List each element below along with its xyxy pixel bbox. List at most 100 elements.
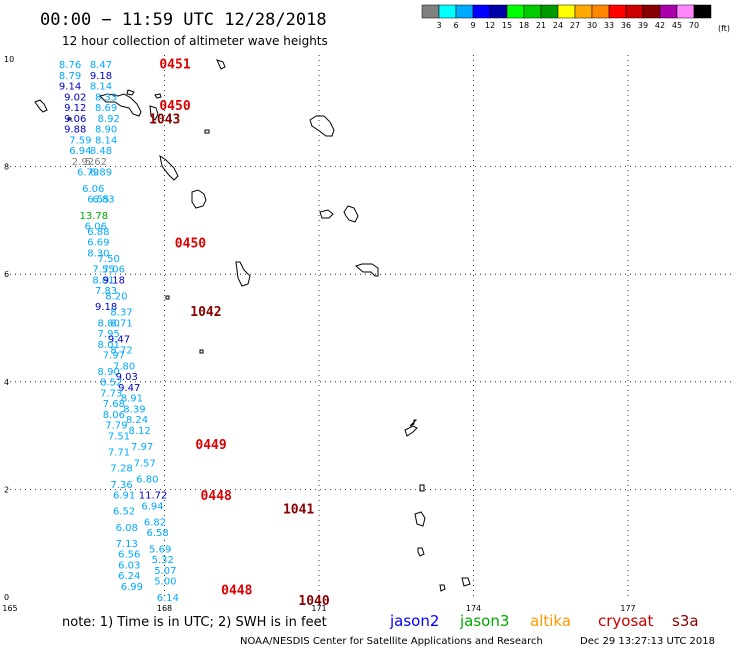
legend-tick-label: 45 — [672, 21, 682, 30]
swh-reading: 7.83 — [95, 286, 117, 297]
swh-reading: 6.24 — [118, 571, 140, 582]
swh-reading: 8.72 — [110, 345, 132, 356]
swh-reading: 7.95 — [98, 329, 120, 340]
legend-tick-label: 18 — [519, 21, 529, 30]
swh-reading: 9.06 — [64, 114, 86, 125]
swh-reading: 5.32 — [152, 555, 174, 566]
swh-reading: 9.47 — [118, 383, 140, 394]
island-outline — [414, 511, 426, 527]
swh-reading: 7.13 — [116, 539, 138, 550]
satellite-name-cryosat: cryosat — [598, 612, 653, 630]
legend-tick-label: 42 — [655, 21, 665, 30]
legend-color-swatch — [540, 4, 559, 19]
map-subtitle: 12 hour collection of altimeter wave hei… — [62, 34, 328, 48]
footer-credit: NOAA/NESDIS Center for Satellite Applica… — [240, 636, 543, 647]
swh-reading: 2.92 — [72, 157, 94, 168]
swh-reading: 8.92 — [98, 114, 120, 125]
longitude-tick-label: 174 — [466, 604, 481, 613]
island-outline — [419, 484, 425, 492]
swh-reading: 8.90 — [95, 125, 117, 136]
latitude-tick-label: 6 — [4, 270, 9, 279]
pass-time-label: 1040 — [298, 594, 329, 609]
pass-time-label: 1042 — [190, 305, 221, 320]
legend-color-swatch — [608, 4, 627, 19]
pass-time-label: 1043 — [149, 113, 180, 128]
longitude-tick-label: 168 — [157, 604, 172, 613]
map-title: 00:00 − 11:59 UTC 12/28/2018 — [40, 10, 327, 30]
legend-color-swatch — [676, 4, 695, 19]
island-outline — [34, 99, 48, 113]
legend-tick-label: 6 — [453, 21, 458, 30]
color-legend: 3 6 9 12 15 18 21 24 27 30 33 36 39 42 45 70 — [421, 4, 712, 30]
satellite-name-altika: altika — [530, 612, 571, 630]
swh-reading: 11.72 — [139, 491, 168, 502]
swh-reading: 6.88 — [87, 227, 109, 238]
legend-tick-label: 39 — [638, 21, 648, 30]
axis-tick-labels: 165 168 171 174 177 10 8 6 4 2 0 — [2, 55, 635, 613]
island-outline — [154, 93, 162, 99]
swh-reading: 6.83 — [92, 195, 114, 206]
swh-reading: 7.55 — [92, 265, 114, 276]
legend-color-swatch — [693, 4, 712, 19]
pass-time-label: 0450 — [175, 236, 206, 251]
legend-tick-label: 15 — [502, 21, 512, 30]
swh-reading: 6.82 — [144, 517, 166, 528]
swh-reading: 7.97 — [131, 442, 153, 453]
swh-reading: 9.02 — [64, 92, 86, 103]
legend-tick-label: 30 — [587, 21, 597, 30]
island-outline — [216, 59, 226, 70]
swh-reading: 6.80 — [136, 474, 158, 485]
swh-reading: 9.47 — [108, 335, 130, 346]
pass-time-label: 0448 — [201, 489, 232, 504]
swh-reading: 8.14 — [95, 135, 117, 146]
wave-height-readings: 8.76 8.47 8.79 9.18 9.14 8.14 9.02 8.33 9.12 8.69… — [59, 60, 179, 604]
legend-unit: (ft) — [718, 24, 730, 33]
swh-reading: 6.06 — [85, 222, 107, 233]
swh-reading: 8.14 — [90, 82, 112, 93]
swh-reading: 7.68 — [103, 399, 125, 410]
legend-color-swatch — [489, 4, 508, 19]
swh-reading: 6.56 — [118, 550, 140, 561]
swh-reading: 6.58 — [146, 528, 168, 539]
swh-reading: 8.76 — [59, 60, 81, 71]
island-outline — [235, 261, 251, 287]
island-outlines — [34, 59, 471, 592]
swh-reading: 5.69 — [149, 544, 171, 555]
legend-color-swatch — [557, 4, 576, 19]
swh-reading: 9.03 — [116, 372, 138, 383]
satellite-legend: jason2 jason3 altika cryosat s3a — [389, 612, 699, 630]
swh-reading: 6.52 — [113, 507, 135, 518]
island-outline — [149, 105, 159, 121]
legend-color-swatch — [642, 4, 661, 19]
legend-tick-label: 12 — [485, 21, 495, 30]
legend-tick-label: 3 — [436, 21, 441, 30]
legend-color-swatch — [574, 4, 593, 19]
legend-tick-label: 27 — [570, 21, 580, 30]
swh-reading: 6.89 — [90, 168, 112, 179]
swh-reading: 9.18 — [90, 71, 112, 82]
longitude-tick-label: 165 — [2, 604, 17, 613]
swh-reading: 5.62 — [85, 157, 107, 168]
latitude-tick-label: 2 — [4, 485, 9, 494]
pass-time-label: 1041 — [283, 503, 314, 518]
swh-reading: 7.06 — [103, 265, 125, 276]
pass-time-label: 0451 — [159, 58, 190, 73]
swh-reading: 7.71 — [108, 448, 130, 459]
swh-reading: 5.07 — [154, 566, 176, 577]
legend-tick-label: 33 — [604, 21, 614, 30]
swh-reading: 6.69 — [87, 238, 109, 249]
longitude-tick-label: 171 — [311, 604, 326, 613]
swh-reading: 8.12 — [128, 426, 150, 437]
swh-reading: 7.57 — [134, 458, 156, 469]
swh-reading: 6.94 — [141, 501, 163, 512]
swh-reading: 8.20 — [105, 291, 127, 302]
island-outline — [99, 93, 142, 117]
island-outline — [191, 189, 207, 209]
legend-color-swatch — [438, 4, 457, 19]
swh-reading: 9.12 — [64, 103, 86, 114]
swh-reading: 7.50 — [98, 254, 120, 265]
swh-reading: 8.47 — [90, 60, 112, 71]
swh-reading: 7.73 — [100, 388, 122, 399]
legend-color-swatch — [421, 4, 440, 19]
